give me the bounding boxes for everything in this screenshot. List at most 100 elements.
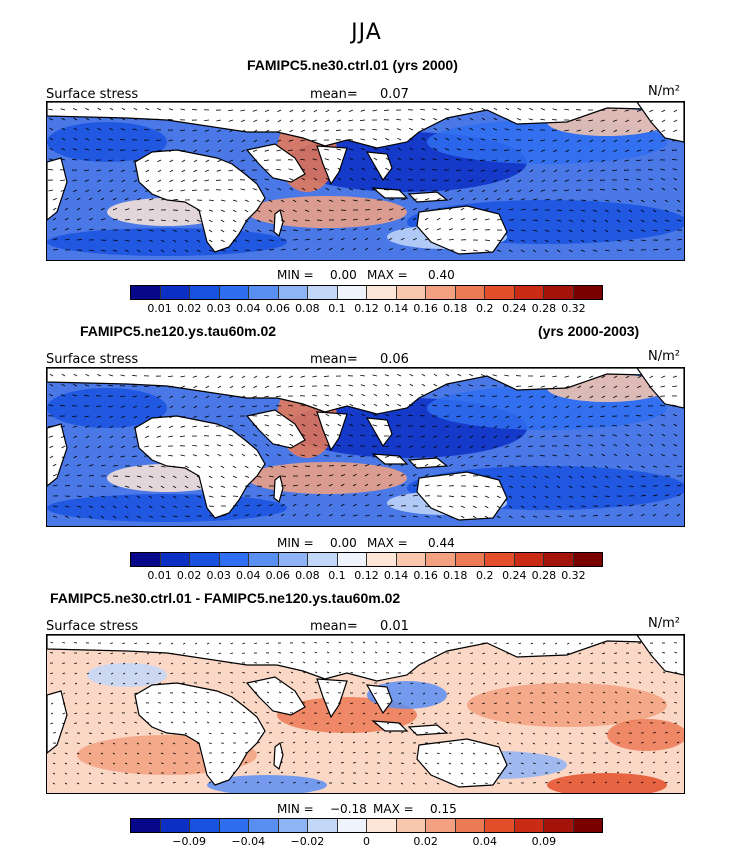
panel2-unit: N/m² (648, 349, 680, 364)
panel2-title: FAMIPC5.ne120.ys.tau60m.02 (80, 323, 277, 339)
colorbar-swatch (219, 286, 249, 299)
colorbar-swatch (396, 553, 426, 566)
colorbar-swatch (426, 286, 456, 299)
panel3-max-value: 0.15 (430, 802, 457, 816)
colorbar-tick-label: 0.02 (176, 569, 202, 582)
colorbar-tick-label: 0.24 (502, 302, 527, 315)
colorbar-swatch (160, 553, 190, 566)
panel1-colorbar (130, 285, 603, 300)
panel3-max-label: MAX = (373, 802, 414, 816)
colorbar-swatch (367, 819, 397, 832)
colorbar-swatch (278, 819, 308, 832)
colorbar-swatch (544, 553, 574, 566)
colorbar-tick-label: 0.16 (413, 569, 438, 582)
colorbar-tick-label: 0.14 (383, 569, 409, 582)
colorbar-swatch (396, 819, 426, 832)
colorbar-swatch (337, 553, 367, 566)
colorbar-swatch (337, 819, 367, 832)
panel1-max-value: 0.40 (428, 268, 455, 282)
colorbar-tick-label: −0.09 (172, 835, 206, 848)
colorbar-tick-label: 0.18 (442, 302, 468, 315)
colorbar-swatch (249, 553, 279, 566)
colorbar-swatch (514, 553, 544, 566)
colorbar-swatch (160, 819, 190, 832)
colorbar-tick-label: 0.03 (206, 302, 231, 315)
colorbar-tick-label: 0.14 (383, 302, 409, 315)
panel2-map (46, 367, 685, 527)
colorbar-swatch (573, 553, 602, 566)
colorbar-swatch (249, 819, 279, 832)
colorbar-swatch (278, 286, 308, 299)
panel3-colorbar (130, 818, 603, 833)
panel2-colorbar (130, 552, 603, 567)
colorbar-swatch (308, 553, 338, 566)
panel1-map (46, 101, 685, 261)
colorbar-tick-label: 0.32 (561, 569, 586, 582)
colorbar-swatch (219, 553, 249, 566)
colorbar-swatch (308, 286, 338, 299)
colorbar-tick-label: 0.04 (236, 569, 261, 582)
colorbar-tick-label: −0.04 (231, 835, 266, 848)
colorbar-swatch (249, 286, 279, 299)
colorbar-tick-label: 0 (363, 835, 370, 848)
colorbar-swatch (396, 286, 426, 299)
colorbar-tick-label: 0.02 (413, 835, 438, 848)
colorbar-swatch (190, 286, 220, 299)
colorbar-swatch (426, 553, 456, 566)
panel3-min-label: MIN = (277, 802, 314, 816)
colorbar-tick-label: 0.02 (176, 302, 202, 315)
colorbar-tick-label: −0.02 (290, 835, 325, 848)
panel1-min-label: MIN = (277, 268, 314, 282)
colorbar-swatch (190, 553, 220, 566)
panel2-min-label: MIN = (277, 536, 314, 550)
colorbar-tick-label: 0.2 (476, 569, 494, 582)
panel1-colorbar-ticks: 0.01 0.02 0.03 0.04 0.06 0.08 0.1 0.12 0.14 0.16 0… (130, 302, 603, 316)
colorbar-swatch (426, 819, 456, 832)
panel2-colorbar-ticks: 0.01 0.02 0.03 0.04 0.06 0.08 0.1 0.12 0.14 0.16 0… (130, 569, 603, 583)
panel3-title: FAMIPC5.ne30.ctrl.01 - FAMIPC5.ne120.ys.… (50, 590, 401, 606)
colorbar-swatch (514, 819, 544, 832)
colorbar-tick-label: 0.06 (265, 569, 291, 582)
colorbar-tick-label: 0.06 (265, 302, 291, 315)
panel2-title-years: (yrs 2000-2003) (538, 323, 640, 339)
panel1-min-value: 0.00 (330, 268, 357, 282)
colorbar-swatch (485, 553, 515, 566)
colorbar-tick-label: 0.28 (531, 302, 557, 315)
panel3-colorbar-ticks: −0.09 −0.04 −0.02 0 0.02 0.04 0.09 (130, 835, 603, 849)
colorbar-tick-label: 0.04 (472, 835, 498, 848)
colorbar-swatch (485, 819, 515, 832)
panel3-unit: N/m² (648, 616, 680, 631)
panel3-field-label: Surface stress (46, 619, 139, 634)
colorbar-tick-label: 0.1 (328, 302, 346, 315)
panel2-max-label: MAX = (367, 536, 408, 550)
colorbar-swatch (337, 286, 367, 299)
colorbar-tick-label: 0.1 (328, 569, 346, 582)
colorbar-tick-label: 0.08 (295, 302, 320, 315)
panel1-title: FAMIPC5.ne30.ctrl.01 (yrs 2000) (247, 57, 458, 73)
colorbar-swatch (160, 286, 190, 299)
colorbar-swatch (367, 286, 397, 299)
colorbar-swatch (190, 819, 220, 832)
panel2-field-label: Surface stress (46, 352, 139, 367)
colorbar-tick-label: 0.03 (206, 569, 231, 582)
panel3-mean-label: mean= (310, 619, 358, 634)
colorbar-swatch (131, 286, 161, 299)
colorbar-swatch (455, 819, 485, 832)
colorbar-swatch (573, 819, 602, 832)
colorbar-swatch (514, 286, 544, 299)
colorbar-tick-label: 0.28 (531, 569, 557, 582)
colorbar-swatch (131, 553, 161, 566)
panel3-mean-value: 0.01 (380, 619, 409, 634)
colorbar-tick-label: 0.01 (147, 569, 172, 582)
colorbar-tick-label: 0.32 (561, 302, 586, 315)
colorbar-swatch (278, 553, 308, 566)
colorbar-tick-label: 0.12 (354, 569, 379, 582)
panel2-max-value: 0.44 (428, 536, 455, 550)
colorbar-swatch (367, 553, 397, 566)
colorbar-tick-label: 0.2 (476, 302, 494, 315)
colorbar-tick-label: 0.12 (354, 302, 379, 315)
colorbar-swatch (308, 819, 338, 832)
colorbar-swatch (485, 286, 515, 299)
colorbar-tick-label: 0.24 (502, 569, 527, 582)
panel2-mean-label: mean= (310, 352, 358, 367)
